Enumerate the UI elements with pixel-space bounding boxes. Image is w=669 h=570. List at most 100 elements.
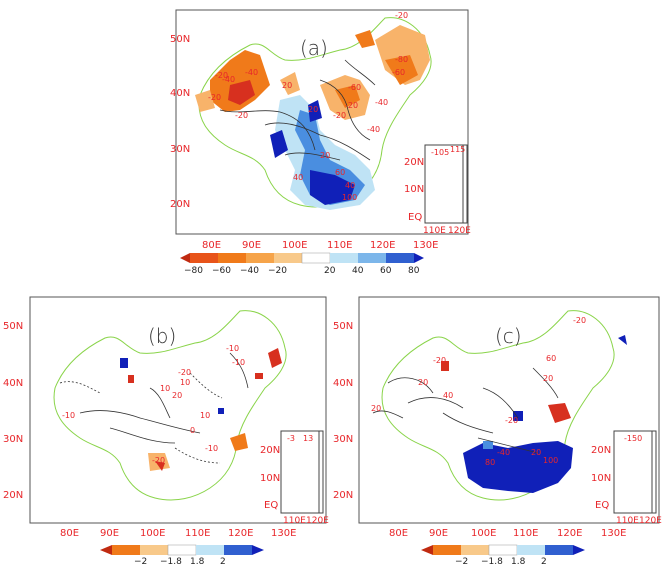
country-boundary [53, 310, 287, 501]
lon-tick: 80E [389, 528, 408, 539]
positive-anomaly-region [270, 130, 288, 158]
lon-tick: 120E [557, 528, 582, 539]
lat-tick: 30N [170, 144, 190, 155]
map-frame [29, 296, 327, 524]
lat-tick: 30N [3, 434, 23, 445]
contour-label: 40 [443, 391, 453, 400]
lon-tick: 120E [370, 240, 395, 251]
colorbar [180, 252, 424, 264]
panel-label: (a) [300, 36, 328, 60]
contour-label: 20 [308, 105, 318, 114]
map-c: 50N 40N 30N 20N 80E 90E 100E 110E 120E 1… [333, 296, 662, 567]
contour-label: 100 [543, 456, 558, 465]
contour-lines [219, 59, 376, 161]
contour-label: -20 [395, 11, 408, 20]
colorbar-label: −1.8 [481, 557, 503, 566]
lat-tick: 50N [333, 321, 353, 332]
positive-anomaly-region [310, 170, 355, 205]
contour-label: 20 [282, 81, 292, 90]
inset-lon-tick: 120E [448, 226, 471, 236]
country-boundary [198, 17, 432, 208]
inset-lat-tick: EQ [264, 500, 278, 511]
positive-anomaly-region [483, 441, 493, 449]
contour-label: 60 [335, 168, 345, 177]
lat-tick: 20N [170, 199, 190, 210]
lon-tick: 80E [60, 528, 79, 539]
map-b: 50N 40N 30N 20N 80E 90E 100E 110E 120E 1… [3, 296, 329, 567]
country-boundary [381, 310, 615, 501]
lon-tick: 110E [185, 528, 210, 539]
inset-lat-tick: EQ [408, 212, 422, 223]
contour-label: 20 [543, 374, 553, 383]
positive-anomaly-region [513, 411, 523, 421]
negative-anomaly-region [385, 55, 418, 85]
colorbar-label: −60 [212, 266, 231, 276]
contour-label: -10 [232, 358, 245, 367]
contour-label: -10 [226, 344, 239, 353]
contour-label: 10 [160, 384, 170, 393]
contour-label: 20 [320, 151, 330, 160]
colorbar [100, 544, 264, 556]
contour-label: 115 [450, 145, 465, 154]
panel-a: 50N 40N 30N 20N 80E 90E 100E 110E 120E 1… [170, 0, 490, 280]
colorbar-label: 80 [408, 266, 420, 276]
colorbar-label: −20 [268, 266, 287, 276]
contour-label: 10 [180, 378, 190, 387]
colorbar-label: −40 [240, 266, 259, 276]
lon-tick: 120E [228, 528, 253, 539]
inset-lat-tick: 20N [260, 445, 280, 456]
colorbar-label: −2 [134, 557, 147, 566]
contour-label: -105 [431, 148, 449, 157]
positive-anomaly-region [463, 441, 573, 493]
positive-anomaly-region [618, 335, 627, 345]
lat-tick: 20N [333, 490, 353, 501]
lat-tick: 40N [170, 88, 190, 99]
lon-tick: 130E [271, 528, 296, 539]
contour-label: -40 [222, 75, 235, 84]
lat-tick: 40N [3, 378, 23, 389]
contour-label: -10 [205, 444, 218, 453]
contour-label: -3 [287, 434, 295, 443]
positive-anomaly-region [120, 358, 128, 368]
negative-anomaly-region [255, 373, 263, 379]
colorbar-label: −80 [184, 266, 203, 276]
colorbar-label: 1.8 [511, 557, 526, 566]
inset-lat-tick: 10N [260, 473, 280, 484]
contour-label: -40 [245, 68, 258, 77]
colorbar [421, 544, 585, 556]
contour-lines [372, 367, 559, 454]
inset-lon-tick: 110E [283, 516, 306, 526]
contour-label: -20 [235, 111, 248, 120]
contour-label: 13 [303, 434, 313, 443]
contour-label: 80 [485, 458, 495, 467]
colorbar-label: 2 [541, 557, 547, 566]
colorbar-label: 20 [324, 266, 336, 276]
contour-label: 20 [418, 378, 428, 387]
contour-label: -20 [573, 316, 586, 325]
negative-anomaly-region [441, 361, 449, 371]
lat-tick: 40N [333, 378, 353, 389]
inset-lon-tick: 110E [423, 226, 446, 236]
positive-anomaly-region [308, 100, 322, 122]
negative-anomaly-region [228, 80, 255, 105]
lon-tick: 130E [413, 240, 438, 251]
contour-label: -20 [215, 71, 228, 80]
contour-label: -40 [497, 448, 510, 457]
contour-label: -60 [348, 83, 361, 92]
contour-label: 20 [371, 404, 381, 413]
contour-label: -20 [208, 93, 221, 102]
lon-tick: 110E [513, 528, 538, 539]
inset-map [613, 430, 657, 514]
contour-label: -20 [345, 101, 358, 110]
contour-label: -40 [375, 98, 388, 107]
inset-map [424, 144, 468, 224]
lon-tick: 90E [242, 240, 261, 251]
lon-tick: 100E [140, 528, 165, 539]
contour-label: 40 [293, 173, 303, 182]
inset-map [280, 430, 324, 514]
negative-anomaly-region [268, 348, 282, 368]
negative-anomaly-region [548, 403, 571, 423]
contour-label: -60 [392, 68, 405, 77]
colorbar-label: 60 [380, 266, 392, 276]
negative-anomaly-region [355, 30, 375, 48]
